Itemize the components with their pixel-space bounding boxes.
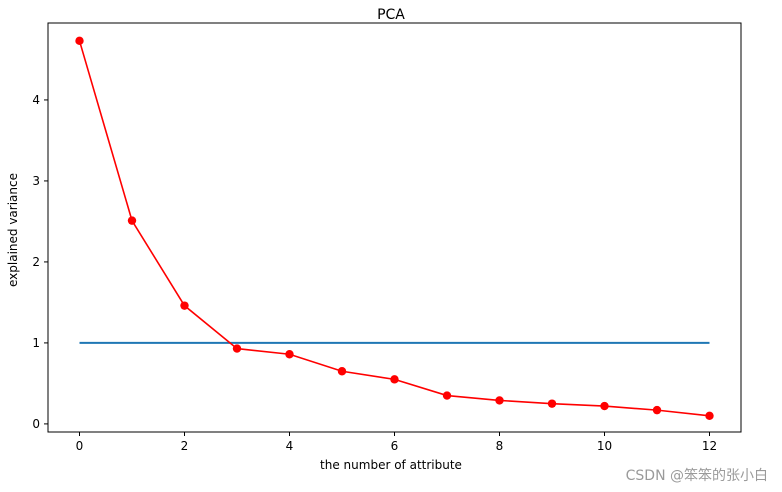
- variance-point: [600, 401, 609, 411]
- variance-point: [495, 396, 504, 405]
- y-tick-label: 1: [32, 336, 40, 350]
- variance-point: [390, 375, 399, 384]
- csdn-watermark: CSDN @笨笨的张小白: [626, 468, 768, 484]
- y-tick-label: 0: [32, 417, 40, 431]
- x-axis-ticks: 0 2 4 6 8 10 12: [76, 432, 717, 453]
- variance-point: [75, 36, 84, 46]
- x-tick-label: 0: [76, 439, 84, 453]
- variance-line: [78, 40, 710, 417]
- axes-frame: [47, 22, 742, 433]
- y-tick-label: 4: [32, 93, 40, 107]
- variance-point: [180, 301, 189, 310]
- x-axis-label: the number of attribute: [320, 458, 462, 472]
- variance-point: [232, 344, 242, 353]
- x-tick-label: 8: [496, 439, 504, 453]
- variance-point: [442, 391, 452, 400]
- x-tick-label: 6: [391, 439, 399, 453]
- x-tick-label: 12: [702, 439, 717, 453]
- variance-point: [285, 350, 294, 359]
- variance-point: [127, 216, 137, 225]
- variance-point: [652, 405, 662, 415]
- x-tick-label: 10: [597, 439, 612, 453]
- variance-point: [547, 399, 557, 408]
- y-axis-ticks: 0 1 2 3 4: [32, 93, 48, 431]
- y-axis-label: explained variance: [6, 173, 20, 287]
- series-layer: [75, 36, 714, 421]
- x-tick-label: 2: [181, 439, 189, 453]
- x-tick-label: 4: [286, 439, 294, 453]
- variance-point: [705, 411, 714, 421]
- y-tick-label: 3: [32, 174, 40, 188]
- variance-point: [337, 367, 347, 376]
- y-tick-label: 2: [32, 255, 40, 269]
- chart-title: PCA: [377, 7, 405, 23]
